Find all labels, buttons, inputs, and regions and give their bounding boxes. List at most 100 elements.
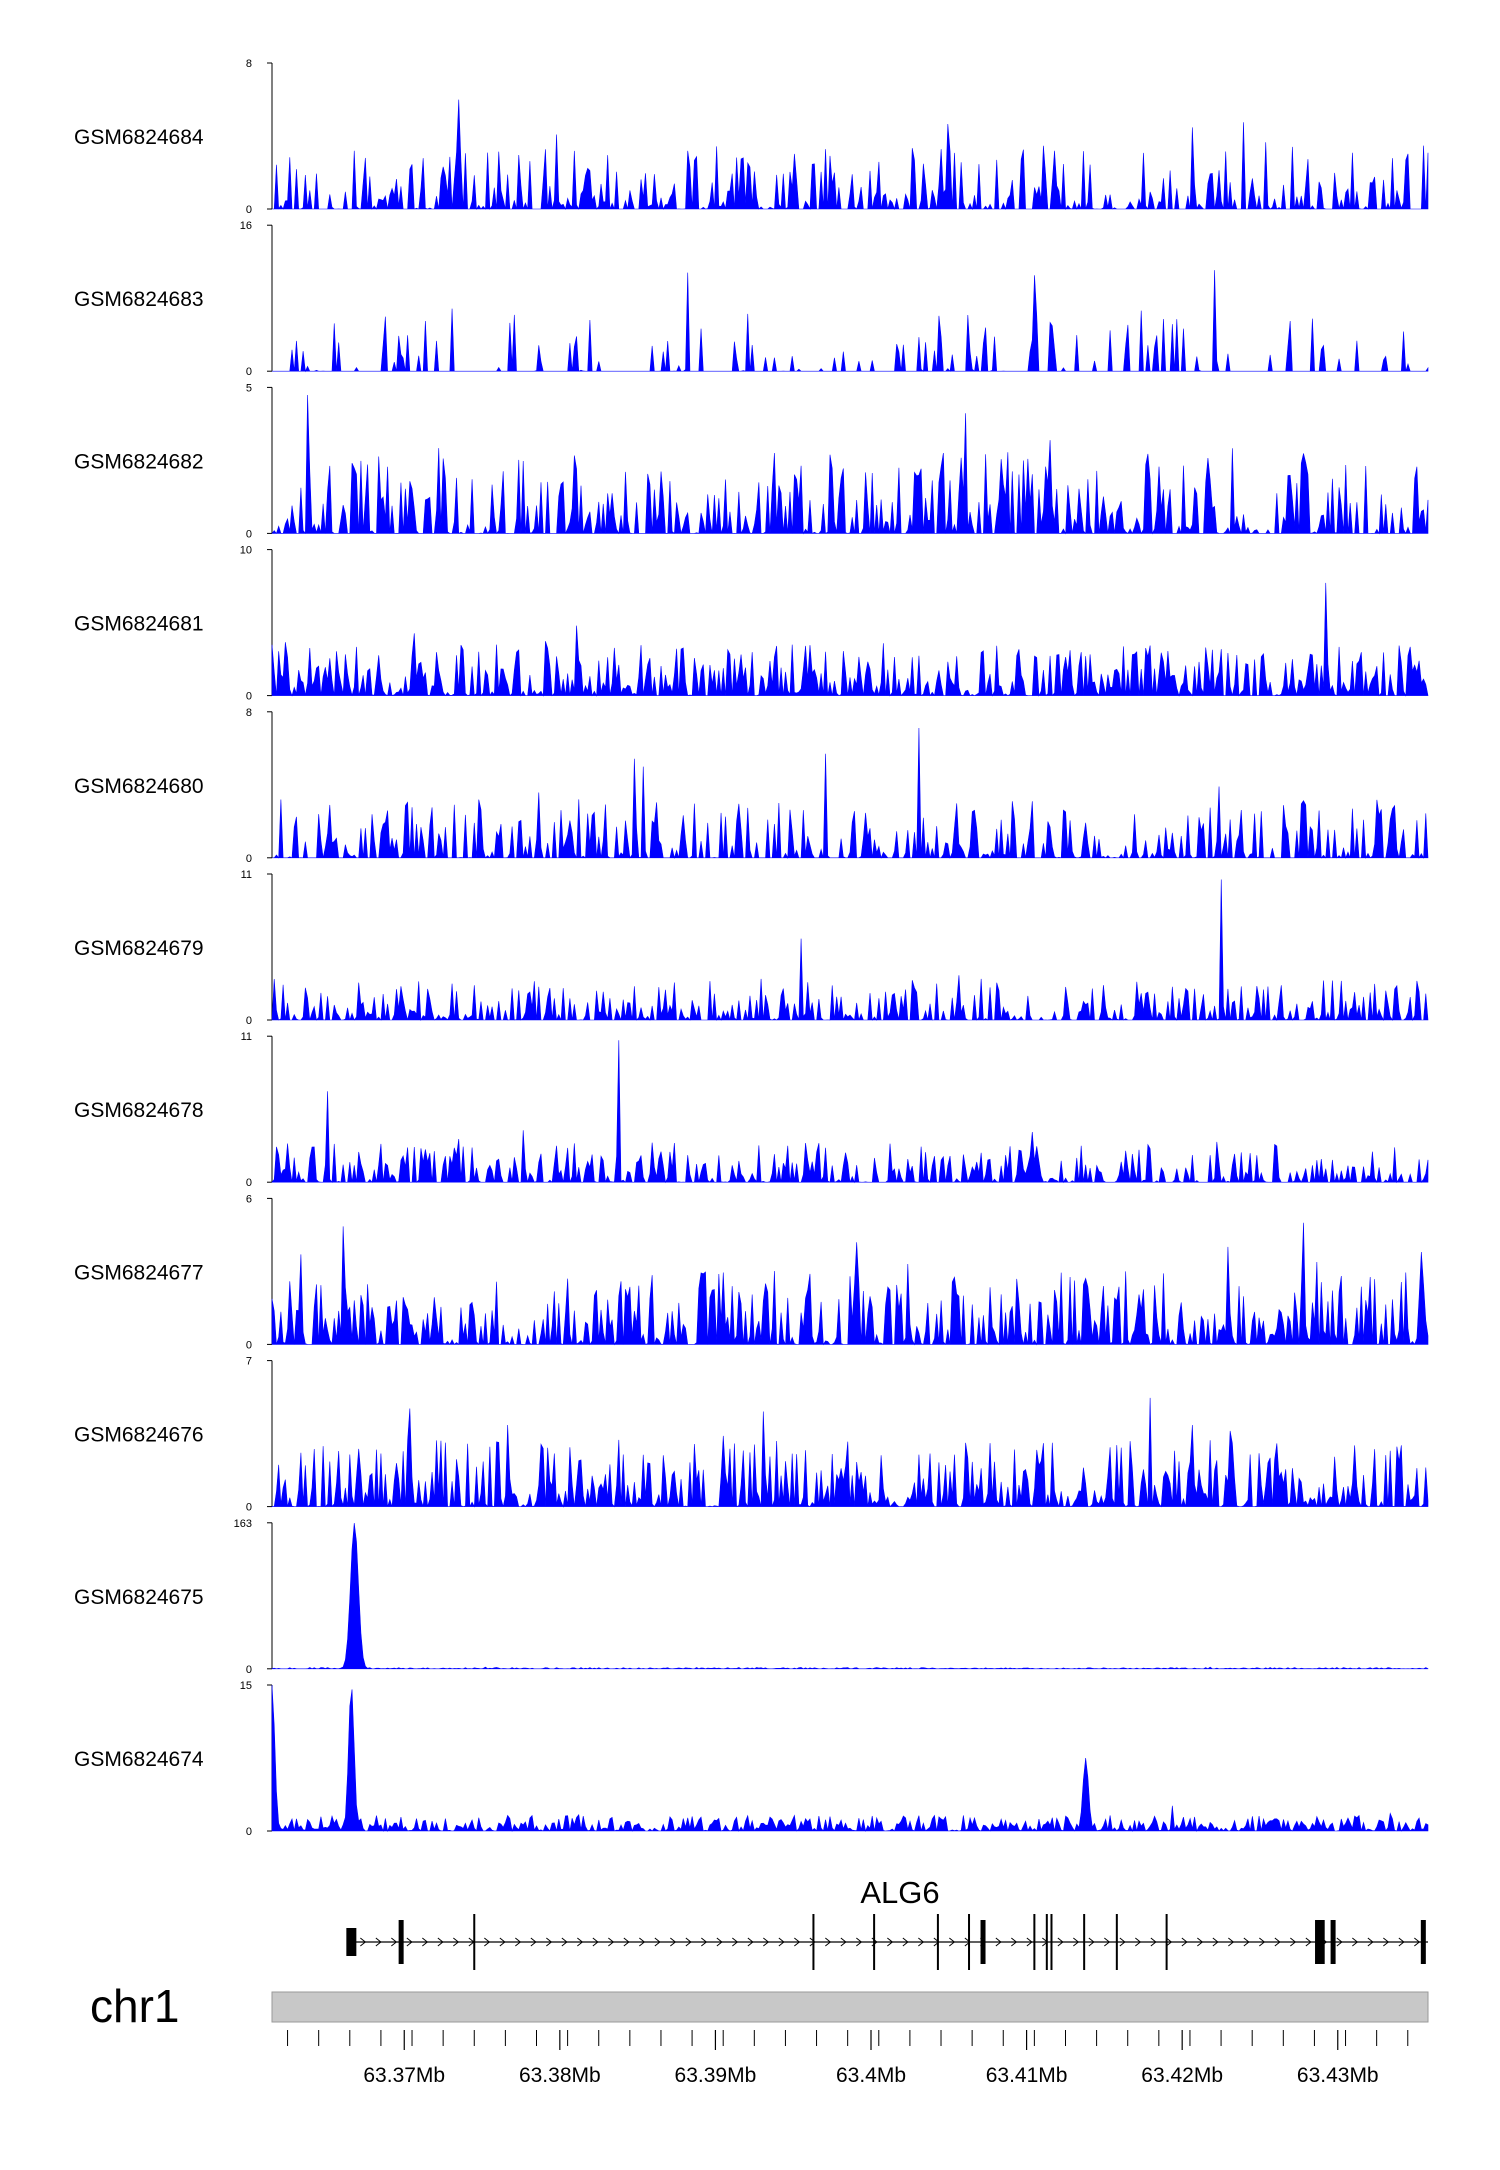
track-GSM6824676: GSM6824676 7 0 [74,1356,1429,1514]
strand-arrow [918,1937,925,1947]
strand-arrow [577,1937,584,1947]
strand-arrow [592,1937,599,1947]
y-max-label: 5 [246,382,252,394]
track-GSM6824680: GSM6824680 8 0 [74,707,1429,865]
exon [1083,1914,1086,1970]
exon [1115,1914,1118,1970]
y-zero-label: 0 [246,1826,252,1838]
strand-arrow [1181,1937,1188,1947]
track-label: GSM6824677 [74,1261,204,1284]
y-max-label: 15 [240,1680,252,1692]
y-zero-label: 0 [246,1664,252,1676]
signal-area [271,394,1429,535]
strand-arrow [856,1937,863,1947]
strand-arrow [732,1937,739,1947]
signal-tracks: GSM682468480GSM6824683160GSM682468250GSM… [74,58,1429,1838]
strand-arrow [1228,1937,1235,1947]
y-zero-label: 0 [246,1177,252,1189]
strand-arrow [1212,1937,1219,1947]
strand-arrow [1026,1937,1033,1947]
strand-arrow [608,1937,615,1947]
signal-area [272,727,1429,859]
strand-arrow [360,1937,367,1947]
y-max-label: 163 [234,1518,252,1530]
strand-arrow [825,1937,832,1947]
strand-arrow [375,1937,382,1947]
strand-arrow [685,1937,692,1947]
strand-arrow [437,1937,444,1947]
strand-arrow [949,1937,956,1947]
y-max-label: 8 [246,707,252,719]
chromosome-bar [271,1991,1429,2023]
exon [346,1928,357,1956]
chromosome-axis: chr1 63.37Mb 63.38Mb 63.39Mb 63.4Mb 63.41Mb 6… [90,1980,1429,2087]
exon [812,1914,815,1970]
chromosome-label: chr1 [90,1980,179,2032]
x-tick-label: 63.38Mb [519,2064,601,2087]
strand-arrow [530,1937,537,1947]
y-zero-label: 0 [246,691,252,703]
strand-arrow [1057,1937,1064,1947]
track-label: GSM6824684 [74,126,204,149]
strand-arrow [639,1937,646,1947]
exon [1045,1914,1048,1970]
track-GSM6824683: GSM6824683 16 0 [74,220,1429,378]
track-label: GSM6824675 [74,1586,204,1609]
strand-arrow [840,1937,847,1947]
gene-model-track: ALG6 [346,1875,1428,1970]
strand-arrow [747,1937,754,1947]
track-GSM6824681: GSM6824681 10 0 [74,545,1429,703]
strand-arrow [391,1937,398,1947]
signal-area [271,1397,1429,1508]
strand-arrow [995,1937,1002,1947]
exon [873,1914,876,1970]
strand-arrow [1352,1937,1359,1947]
track-GSM6824679: GSM6824679 11 0 [74,869,1429,1027]
strand-arrow [546,1937,553,1947]
strand-arrow [670,1937,677,1947]
signal-area [271,1522,1429,1670]
y-zero-label: 0 [246,1502,252,1514]
track-label: GSM6824682 [74,450,204,473]
track-label: GSM6824674 [74,1748,204,1771]
strand-arrow [561,1937,568,1947]
y-max-label: 10 [240,545,252,557]
track-GSM6824684: GSM6824684 8 0 [74,58,1429,216]
y-zero-label: 0 [246,853,252,865]
y-max-label: 11 [241,869,252,881]
track-label: GSM6824676 [74,1424,204,1447]
signal-area [271,1222,1429,1346]
y-max-label: 8 [246,58,252,70]
exon [1033,1914,1036,1970]
strand-arrow [1336,1937,1343,1947]
y-zero-label: 0 [246,204,252,216]
strand-arrow [1367,1937,1374,1947]
y-zero-label: 0 [246,528,252,540]
strand-arrow [654,1937,661,1947]
track-GSM6824678: GSM6824678 11 0 [74,1031,1429,1189]
strand-arrow [1119,1937,1126,1947]
signal-area [271,1040,1429,1184]
track-label: GSM6824681 [74,613,204,636]
strand-arrow [1088,1937,1095,1947]
x-tick-label: 63.4Mb [836,2064,906,2087]
strand-arrow [1243,1937,1250,1947]
strand-arrow [1166,1937,1173,1947]
y-zero-label: 0 [246,1339,252,1351]
strand-arrow [515,1937,522,1947]
exon [936,1914,939,1970]
x-tick-label: 63.39Mb [675,2064,757,2087]
strand-arrow [902,1937,909,1947]
strand-arrow [1414,1937,1421,1947]
strand-arrow [1290,1937,1297,1947]
exon [1420,1920,1426,1964]
strand-arrow [1398,1937,1405,1947]
strand-arrow [1135,1937,1142,1947]
strand-arrow [1104,1937,1111,1947]
strand-arrow [422,1937,429,1947]
y-max-label: 16 [240,220,252,232]
strand-arrow [484,1937,491,1947]
strand-arrow [716,1937,723,1947]
track-GSM6824682: GSM6824682 5 0 [74,382,1429,540]
